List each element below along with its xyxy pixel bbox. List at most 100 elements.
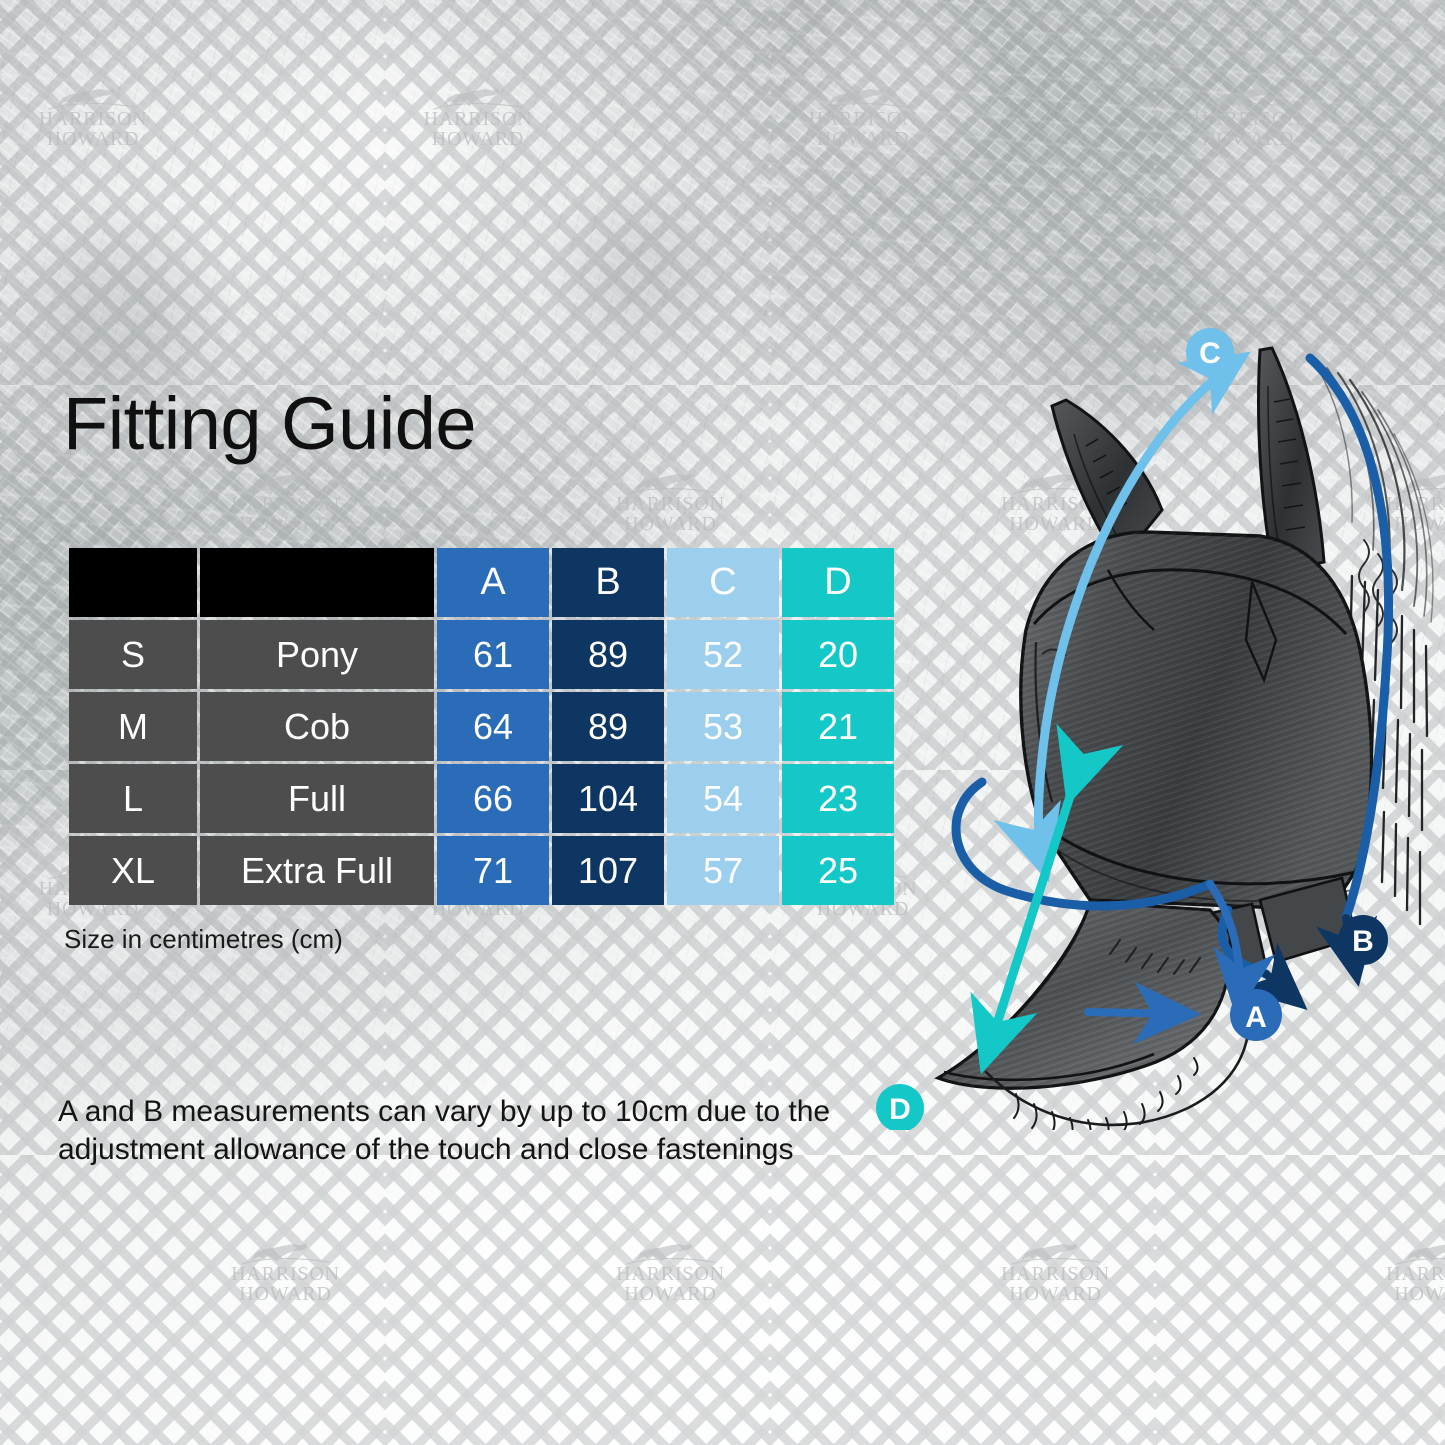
watermark-line-1: HARRISON — [1001, 1263, 1110, 1285]
cell-meas-b: 107 — [552, 836, 664, 905]
cell-size: XL — [69, 836, 197, 905]
trotting-horse-icon — [981, 1241, 1131, 1267]
cell-meas-a: 71 — [437, 836, 549, 905]
watermark-line-2: HOWARD — [46, 128, 140, 151]
cell-meas-b: 104 — [552, 764, 664, 833]
trotting-horse-icon — [1173, 86, 1323, 112]
header-blank-name — [200, 548, 434, 617]
header-column-b: B — [552, 548, 664, 617]
cell-meas-b: 89 — [552, 620, 664, 689]
measure-arrow-d — [970, 723, 1124, 1075]
watermark-line-1: HARRISON — [231, 1263, 340, 1285]
marker-a: A — [1230, 989, 1282, 1041]
size-table-container: A B C D S Pony 61 89 52 20 M Cob — [66, 545, 897, 908]
cell-meas-c: 57 — [667, 836, 779, 905]
table-row: M Cob 64 89 53 21 — [69, 692, 894, 761]
cell-meas-a: 61 — [437, 620, 549, 689]
watermark-line-2: HOWARD — [431, 128, 525, 151]
watermark-line-2: HOWARD — [239, 1283, 332, 1306]
cell-name: Pony — [200, 620, 434, 689]
cell-meas-c: 53 — [667, 692, 779, 761]
watermark-line-2: HOWARD — [624, 513, 717, 536]
watermark-line-1: HARRISON — [423, 108, 533, 130]
watermark-line-2: HOWARD — [1394, 513, 1445, 536]
trotting-horse-icon — [211, 1241, 361, 1267]
table-header-row: A B C D — [69, 548, 894, 617]
table-row: L Full 66 104 54 23 — [69, 764, 894, 833]
table-row: S Pony 61 89 52 20 — [69, 620, 894, 689]
header-column-d: D — [782, 548, 894, 617]
header-column-a: A — [437, 548, 549, 617]
marker-d-label: D — [889, 1093, 911, 1126]
table-caption: Size in centimetres (cm) — [64, 924, 343, 954]
cell-name: Cob — [200, 692, 434, 761]
cell-size: M — [69, 692, 197, 761]
measure-curve-b-back — [1305, 353, 1394, 923]
trotting-horse-icon — [18, 86, 168, 112]
cell-size: S — [69, 620, 197, 689]
cell-meas-b: 89 — [552, 692, 664, 761]
header-column-c: C — [667, 548, 779, 617]
watermark-line-2: HOWARD — [624, 1283, 717, 1306]
watermark-line-2: HOWARD — [1009, 513, 1102, 536]
trotting-horse-icon — [788, 86, 938, 112]
marker-c-label: C — [1199, 337, 1221, 370]
cell-meas-a: 66 — [437, 764, 549, 833]
cell-meas-d: 25 — [782, 836, 894, 905]
watermark-line-2: HOWARD — [1009, 1283, 1102, 1306]
watermark-line-1: HARRISON — [808, 108, 918, 130]
marker-a-label: A — [1245, 1001, 1267, 1034]
marker-b: B — [1338, 915, 1388, 965]
trotting-horse-icon — [1366, 1241, 1445, 1267]
cell-meas-d: 23 — [782, 764, 894, 833]
watermark-line-1: HARRISON — [616, 493, 725, 515]
cell-name: Full — [200, 764, 434, 833]
size-table: A B C D S Pony 61 89 52 20 M Cob — [66, 545, 897, 908]
cell-meas-d: 21 — [782, 692, 894, 761]
watermark-line-1: HARRISON — [1193, 108, 1303, 130]
cell-meas-c: 52 — [667, 620, 779, 689]
watermark-line-1: HARRISON — [38, 108, 148, 130]
marker-c: C — [1186, 328, 1234, 376]
cell-size: L — [69, 764, 197, 833]
fly-mask-body — [1019, 530, 1374, 912]
cell-meas-d: 20 — [782, 620, 894, 689]
watermark-line-2: HOWARD — [239, 513, 332, 536]
cell-name: Extra Full — [200, 836, 434, 905]
cell-meas-a: 64 — [437, 692, 549, 761]
marker-b-label: B — [1352, 925, 1374, 958]
page-title: Fitting Guide — [63, 382, 477, 465]
watermark-line-1: HARRISON — [1001, 493, 1110, 515]
measure-arrow-a-down — [1206, 880, 1276, 1018]
watermark-line-2: HOWARD — [816, 128, 910, 151]
trotting-horse-icon — [596, 1241, 746, 1267]
watermark-line-2: HOWARD — [1201, 128, 1295, 151]
watermark-line-1: HARRISON — [616, 1263, 725, 1285]
fly-mask-nose — [934, 899, 1233, 1090]
trotting-horse-icon — [211, 471, 361, 497]
measurement-note: A and B measurements can vary by up to 1… — [58, 1095, 831, 1167]
header-blank-size — [69, 548, 197, 617]
trotting-horse-icon — [403, 86, 553, 112]
trotting-horse-icon — [1366, 471, 1445, 497]
watermark-line-1: HARRISON — [231, 493, 340, 515]
cell-meas-c: 54 — [667, 764, 779, 833]
measure-arrow-a-right — [1084, 981, 1202, 1045]
watermark-line-1: HARRISON — [1386, 1263, 1445, 1285]
marker-d: D — [876, 1084, 924, 1130]
table-row: XL Extra Full 71 107 57 25 — [69, 836, 894, 905]
watermark-line-2: HOWARD — [1394, 1283, 1445, 1306]
trotting-horse-icon — [596, 471, 746, 497]
